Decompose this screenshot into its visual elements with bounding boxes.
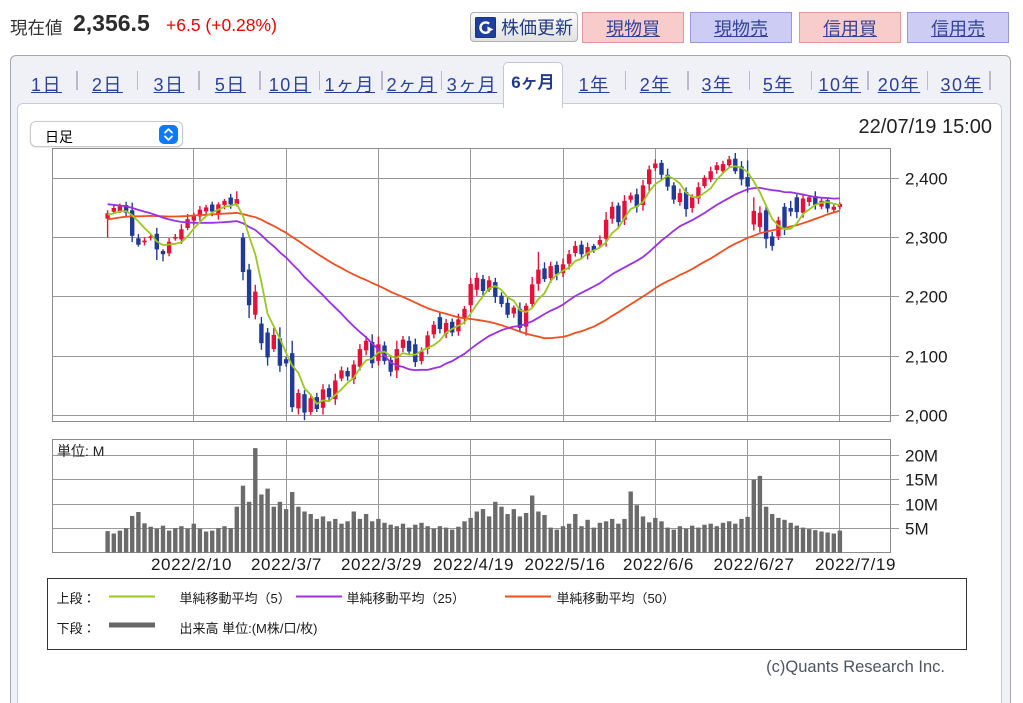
svg-text:2022/3/7: 2022/3/7 [251,555,322,574]
svg-text:2022/7/19: 2022/7/19 [815,555,896,574]
svg-text:2022/5/16: 2022/5/16 [524,555,605,574]
svg-text:2022/4/19: 2022/4/19 [433,555,514,574]
svg-text:15M: 15M [905,471,938,490]
svg-text:10M: 10M [905,496,938,515]
svg-text:2,100: 2,100 [905,348,948,367]
svg-text:2022/3/29: 2022/3/29 [341,555,422,574]
svg-text:2022/2/10: 2022/2/10 [151,555,232,574]
svg-text:2,200: 2,200 [905,288,948,307]
svg-text:20M: 20M [905,447,938,466]
svg-text:2,000: 2,000 [905,407,948,426]
svg-text:2,400: 2,400 [905,170,948,189]
svg-text:5M: 5M [905,520,929,539]
svg-text:単位: M: 単位: M [57,443,104,459]
svg-text:2022/6/27: 2022/6/27 [713,555,794,574]
svg-text:2022/6/6: 2022/6/6 [623,555,694,574]
svg-text:2,300: 2,300 [905,229,948,248]
